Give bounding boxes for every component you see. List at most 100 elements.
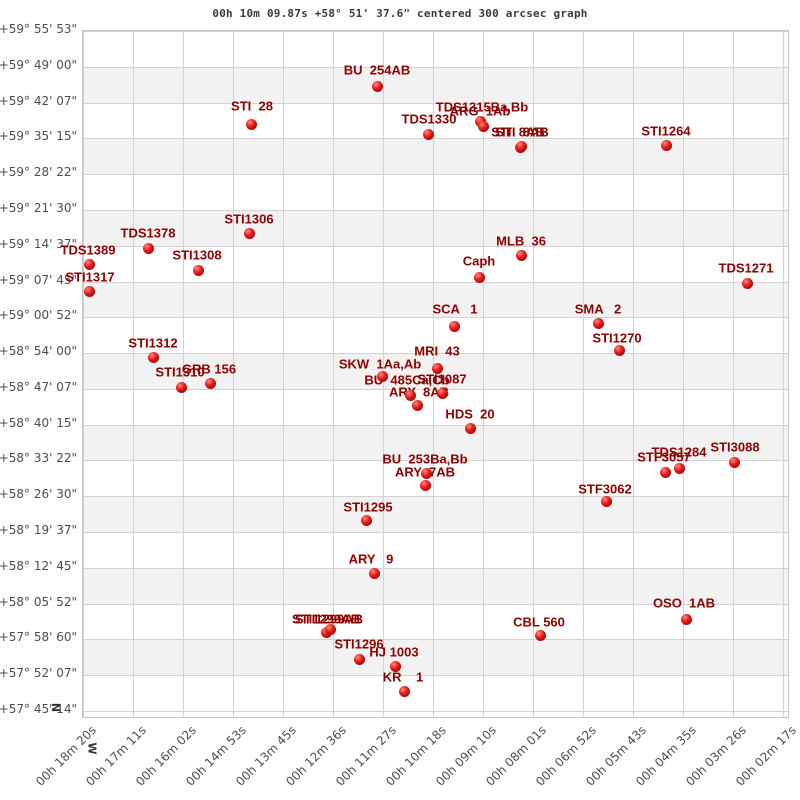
star-dot (431, 362, 443, 374)
dec-band (83, 209, 788, 246)
dec-band (83, 66, 788, 103)
star-label: HDS 20 (445, 406, 495, 422)
compass-north-label: N (49, 702, 63, 713)
star-label: BU 254AB (343, 62, 411, 78)
dec-band (83, 567, 788, 604)
y-axis-tick-label: +59° 35' 15" (0, 129, 77, 144)
star-label: ARY 7AB (395, 464, 455, 480)
star-label: STF3062 (578, 481, 632, 497)
star-dot (376, 370, 388, 382)
star-dot (420, 467, 432, 479)
dec-band (83, 496, 788, 533)
star-label: MLB 36 (496, 233, 546, 249)
y-axis-tick-label: +58° 47' 07" (0, 379, 77, 394)
gridline-vertical (83, 31, 84, 717)
gridline-vertical (583, 31, 584, 717)
star-label: BU 253Ba,Bb (382, 451, 468, 467)
y-axis-tick-label: +59° 42' 07" (0, 93, 77, 108)
y-axis-tick-label: +59° 07' 45" (0, 272, 77, 287)
star-dot (464, 422, 476, 434)
star-label: STI1317 (65, 269, 115, 285)
gridline-vertical (633, 31, 634, 717)
star-label: STI3088 (710, 439, 760, 455)
y-axis-tick-label: +58° 12' 45" (0, 558, 77, 573)
star-dot (204, 377, 216, 389)
gridline-horizontal (83, 245, 788, 247)
star-label: SKW 1Aa,Ab (338, 356, 422, 372)
gridline-vertical (733, 31, 734, 717)
star-label: STI1312 (128, 335, 178, 351)
star-dot (142, 242, 154, 254)
star-dot (245, 118, 257, 130)
gridline-horizontal (83, 353, 788, 355)
gridline-vertical (233, 31, 234, 717)
star-label: TDS1330 (401, 111, 457, 127)
y-axis-tick-label: +59° 28' 22" (0, 165, 77, 180)
gridline-horizontal (83, 639, 788, 641)
star-dot (389, 660, 401, 672)
gridline-horizontal (83, 388, 788, 390)
star-dot (419, 479, 431, 491)
y-axis-tick-label: +59° 21' 30" (0, 200, 77, 215)
star-label: ARY 9 (348, 551, 394, 567)
star-dot (368, 567, 380, 579)
compass-west-label: W (85, 742, 99, 755)
dec-band (83, 424, 788, 461)
star-dot (360, 514, 372, 526)
star-dot (473, 271, 485, 283)
star-label: MRI 43 (414, 343, 460, 359)
gridline-horizontal (83, 138, 788, 140)
star-label: STI1264 (641, 123, 691, 139)
gridline-vertical (283, 31, 284, 717)
star-dot (353, 653, 365, 665)
gridline-vertical (783, 31, 784, 717)
y-axis-tick-label: +58° 54' 00" (0, 344, 77, 359)
gridline-horizontal (83, 496, 788, 498)
star-dot (728, 456, 740, 468)
star-label: TDS1378 (120, 225, 176, 241)
star-label: KR 1 (382, 669, 424, 685)
star-label: SCA 1 (432, 301, 478, 317)
star-dot (83, 258, 95, 270)
y-axis-tick-label: +58° 26' 30" (0, 487, 77, 502)
gridline-horizontal (83, 317, 788, 319)
star-dot (741, 277, 753, 289)
y-axis-tick-label: +58° 05' 52" (0, 594, 77, 609)
star-dot (660, 139, 672, 151)
star-label: SMA 2 (574, 301, 622, 317)
gridline-horizontal (83, 31, 788, 32)
gridline-vertical (533, 31, 534, 717)
star-label: STI1299AB (295, 611, 363, 627)
y-axis-tick-label: +57° 52' 07" (0, 666, 77, 681)
gridline-vertical (483, 31, 484, 717)
gridline-vertical (683, 31, 684, 717)
y-axis-tick-label: +59° 49' 00" (0, 57, 77, 72)
star-dot (411, 399, 423, 411)
star-label: STI 28 (231, 98, 273, 114)
star-dot (477, 120, 489, 132)
star-label: Caph (462, 253, 496, 269)
star-label: TDS1389 (60, 242, 116, 258)
star-dot (436, 387, 448, 399)
star-dot (534, 629, 546, 641)
gridline-horizontal (83, 675, 788, 677)
star-label: TDS1284 (651, 444, 707, 460)
star-dot (243, 227, 255, 239)
star-dot (673, 462, 685, 474)
star-label: OSO 1AB (652, 595, 716, 611)
y-axis-tick-label: +58° 19' 37" (0, 523, 77, 538)
star-label: STI1310 (155, 364, 205, 380)
star-label: STI1308 (172, 247, 222, 263)
star-dot (371, 80, 383, 92)
star-dot (422, 128, 434, 140)
star-label: STI 8AB (491, 124, 545, 140)
star-dot (404, 389, 416, 401)
star-dot (192, 264, 204, 276)
star-label: TDS1271 (718, 260, 774, 276)
gridline-horizontal (83, 532, 788, 534)
gridline-horizontal (83, 711, 788, 712)
star-label: STI1299AB (292, 611, 360, 627)
chart-title: 00h 10m 09.87s +58° 51' 37.6" centered 3… (212, 7, 588, 20)
y-axis-tick-label: +57° 45' 14" (0, 702, 77, 716)
